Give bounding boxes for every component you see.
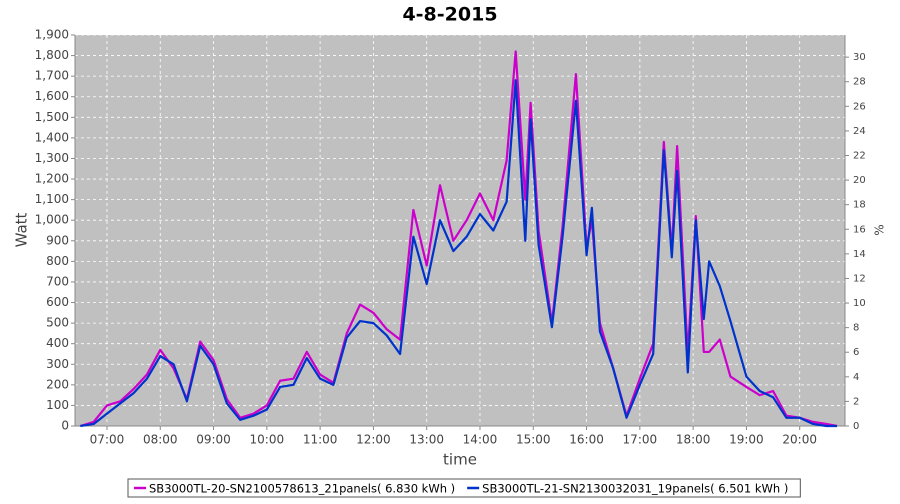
y2-tick-label: 10 — [853, 298, 866, 309]
x-tick-label: 16:00 — [569, 433, 604, 447]
y-tick-label: 1,600 — [35, 89, 69, 103]
y-tick-label: 400 — [46, 336, 69, 350]
legend-box — [127, 478, 801, 498]
y2-tick-label: 20 — [853, 175, 866, 186]
x-tick-label: 15:00 — [516, 433, 551, 447]
legend-label: SB3000TL-20-SN2100578613_21panels( 6.830… — [149, 482, 455, 496]
y-tick-label: 300 — [46, 357, 69, 371]
y-tick-label: 1,700 — [35, 69, 69, 83]
x-tick-label: 08:00 — [143, 433, 178, 447]
y-tick-label: 800 — [46, 254, 69, 268]
y-tick-label: 1,300 — [35, 151, 69, 165]
y2-axis-label: % — [873, 224, 887, 235]
y-tick-label: 700 — [46, 274, 69, 288]
y-tick-label: 1,900 — [35, 28, 69, 42]
y-tick-label: 900 — [46, 233, 69, 247]
y2-tick-label: 2 — [853, 396, 859, 407]
y2-tick-label: 12 — [853, 273, 866, 284]
y-tick-label: 1,000 — [35, 213, 69, 227]
y-tick-label: 1,100 — [35, 192, 69, 206]
y2-tick-label: 30 — [853, 52, 866, 63]
y-tick-label: 500 — [46, 316, 69, 330]
y-axis-label: Watt — [13, 212, 31, 247]
y2-tick-label: 8 — [853, 323, 859, 334]
legend: SB3000TL-20-SN2100578613_21panels( 6.830… — [127, 478, 801, 498]
y-tick-label: 200 — [46, 377, 69, 391]
chart-title: 4-8-2015 — [402, 4, 497, 26]
x-tick-label: 14:00 — [463, 433, 498, 447]
x-tick-label: 13:00 — [409, 433, 444, 447]
y2-tick-label: 6 — [853, 347, 859, 358]
x-tick-label: 18:00 — [676, 433, 711, 447]
y2-tick-label: 4 — [853, 372, 859, 383]
y2-tick-label: 18 — [853, 200, 866, 211]
y-tick-label: 0 — [61, 419, 69, 433]
x-tick-label: 12:00 — [356, 433, 391, 447]
y2-tick-label: 26 — [853, 101, 866, 112]
x-tick-label: 11:00 — [303, 433, 338, 447]
series-line — [80, 79, 838, 428]
y2-tick-label: 22 — [853, 150, 866, 161]
y2-tick-label: 14 — [853, 249, 866, 260]
y-tick-label: 1,500 — [35, 110, 69, 124]
y2-tick-label: 0 — [853, 421, 859, 432]
x-tick-label: 20:00 — [782, 433, 817, 447]
y-tick-label: 100 — [46, 398, 69, 412]
x-tick-label: 10:00 — [250, 433, 285, 447]
x-axis-label: time — [443, 451, 477, 469]
x-tick-label: 17:00 — [623, 433, 658, 447]
y-tick-label: 1,200 — [35, 172, 69, 186]
y-tick-label: 600 — [46, 295, 69, 309]
y2-tick-label: 28 — [853, 77, 866, 88]
y2-tick-label: 16 — [853, 224, 866, 235]
x-tick-label: 07:00 — [90, 433, 125, 447]
x-tick-label: 09:00 — [196, 433, 231, 447]
y-tick-label: 1,400 — [35, 130, 69, 144]
legend-label: SB3000TL-21-SN2130032031_19panels( 6.501… — [482, 482, 788, 496]
series-line — [80, 50, 838, 428]
y-tick-label: 1,800 — [35, 48, 69, 62]
x-tick-label: 19:00 — [729, 433, 764, 447]
y2-tick-label: 24 — [853, 126, 866, 137]
